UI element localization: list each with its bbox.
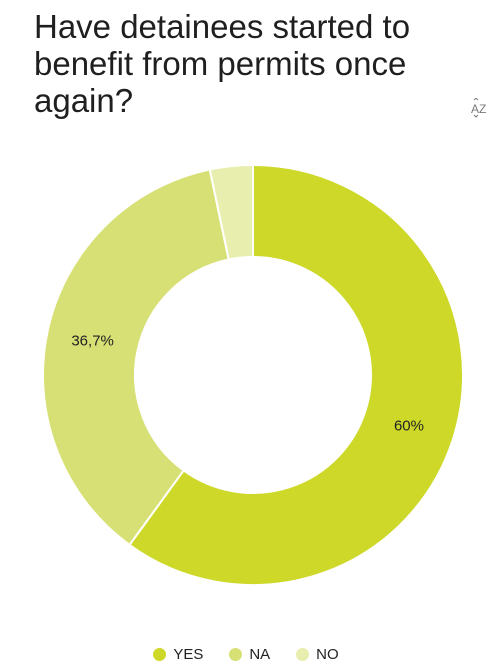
svg-text:AZ: AZ <box>471 102 486 116</box>
data-label-yes: 60% <box>394 418 424 435</box>
sort-az-icon[interactable]: AZ <box>470 97 490 118</box>
legend-item-na[interactable]: NA <box>229 646 270 663</box>
legend-swatch <box>153 648 167 661</box>
legend-label: YES <box>173 646 204 663</box>
slice-na[interactable] <box>42 168 230 547</box>
legend-label: NA <box>249 646 271 663</box>
legend-swatch <box>229 648 243 661</box>
donut-chart: 60% 36,7% <box>42 163 464 586</box>
slice-no[interactable] <box>208 163 254 261</box>
chart-title: Have detainees started to benefit from p… <box>34 8 411 119</box>
chart-legend: YES NA NO <box>0 646 492 663</box>
legend-item-no[interactable]: NO <box>296 646 339 663</box>
data-label-na: 36,7% <box>71 333 114 350</box>
slice-yes[interactable] <box>128 163 464 586</box>
legend-swatch <box>296 648 310 661</box>
legend-label: NO <box>316 646 339 663</box>
legend-item-yes[interactable]: YES <box>153 646 203 663</box>
